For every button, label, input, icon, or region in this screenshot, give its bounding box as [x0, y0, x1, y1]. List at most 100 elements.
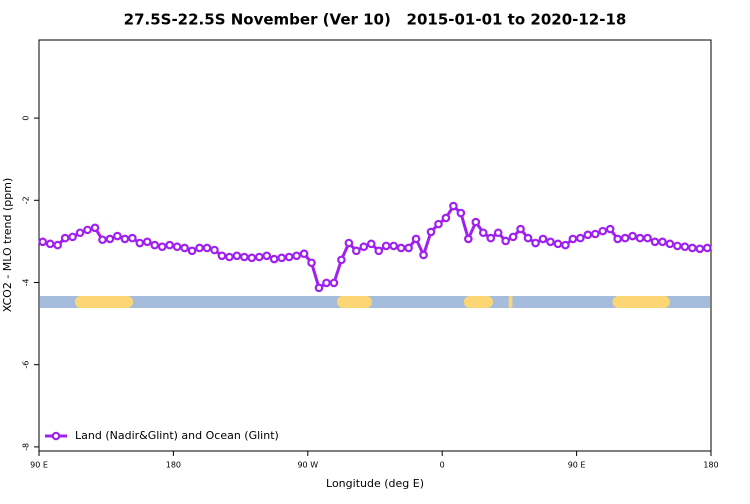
x-tick-label: 0	[440, 461, 445, 470]
y-tick-label: -2	[22, 196, 31, 204]
data-point	[45, 239, 55, 249]
data-point	[172, 242, 182, 252]
data-point	[359, 242, 369, 252]
data-point	[53, 240, 62, 250]
data-point	[232, 251, 242, 261]
data-point	[613, 234, 622, 244]
data-point	[157, 242, 167, 252]
data-point	[516, 224, 525, 234]
data-point	[150, 240, 160, 250]
data-point	[449, 201, 458, 211]
data-point	[135, 238, 145, 248]
data-point	[643, 233, 652, 243]
y-tick-label: -4	[22, 278, 31, 286]
data-point	[404, 243, 413, 253]
legend-marker	[51, 431, 61, 441]
data-point	[635, 233, 645, 243]
data-point	[142, 237, 152, 247]
data-point	[210, 245, 219, 255]
data-point	[254, 252, 264, 262]
data-point	[576, 233, 585, 243]
y-tick-label: 0	[22, 116, 31, 121]
data-point	[269, 254, 279, 264]
data-point	[501, 236, 510, 246]
data-point	[314, 283, 324, 293]
data-point	[165, 240, 174, 250]
data-point	[508, 232, 518, 242]
data-point	[441, 213, 451, 223]
x-tick-label: 180	[166, 461, 181, 470]
x-tick-label: 90 E	[568, 461, 586, 470]
data-point	[486, 233, 496, 243]
data-point	[262, 251, 272, 261]
x-tick-label: 180	[703, 461, 718, 470]
data-point	[337, 255, 346, 265]
land-segment	[463, 296, 493, 308]
land-segment	[508, 296, 513, 308]
data-point	[553, 239, 563, 249]
data-point	[344, 238, 354, 248]
data-point	[202, 243, 212, 253]
data-point	[307, 258, 316, 268]
data-point	[322, 278, 331, 288]
land-segment	[74, 296, 134, 308]
data-point	[650, 237, 660, 247]
data-point	[105, 234, 115, 244]
data-point	[426, 227, 436, 237]
x-tick-label: 90 W	[297, 461, 318, 470]
data-point	[702, 243, 712, 253]
data-point	[688, 243, 697, 253]
data-point	[292, 251, 301, 261]
data-point	[128, 233, 137, 243]
data-point	[598, 226, 608, 236]
data-point	[493, 228, 503, 238]
data-point	[195, 243, 204, 253]
data-point	[329, 278, 339, 288]
data-point	[240, 252, 249, 262]
data-point	[620, 233, 630, 243]
data-point	[180, 243, 189, 253]
data-point	[284, 252, 294, 262]
legend-label: Land (Nadir&Glint) and Ocean (Glint)	[75, 429, 279, 442]
data-point	[658, 237, 667, 247]
data-point	[680, 242, 690, 252]
y-tick-label: -6	[22, 361, 31, 369]
data-point	[396, 243, 406, 253]
chart-title: 27.5S-22.5S November (Ver 10) 2015-01-01…	[124, 11, 627, 29]
data-point	[352, 246, 361, 256]
data-point	[590, 229, 600, 239]
data-point	[389, 241, 398, 251]
data-point	[277, 253, 286, 263]
data-point	[113, 231, 122, 241]
data-point	[695, 244, 705, 254]
data-point	[187, 246, 197, 256]
data-point	[374, 246, 384, 256]
land-segment	[336, 296, 373, 308]
data-point	[68, 232, 77, 242]
data-point	[434, 219, 443, 229]
data-point	[411, 234, 421, 244]
data-point	[225, 252, 234, 262]
data-point	[628, 231, 637, 241]
data-point	[75, 228, 85, 238]
data-point	[568, 234, 578, 244]
data-point	[673, 241, 682, 251]
data-point	[456, 208, 466, 218]
ocean-band	[40, 296, 710, 308]
x-axis-label: Longitude (deg E)	[326, 477, 424, 490]
data-point	[464, 234, 473, 244]
data-point	[561, 240, 570, 250]
data-point	[546, 237, 555, 247]
data-point	[83, 225, 92, 235]
data-point	[478, 228, 488, 238]
data-point	[90, 223, 100, 233]
data-point	[299, 249, 309, 259]
data-point	[471, 217, 481, 227]
data-point	[531, 238, 540, 248]
data-point	[538, 234, 548, 244]
data-point	[523, 233, 533, 243]
data-point	[60, 233, 70, 243]
data-point	[605, 224, 615, 234]
